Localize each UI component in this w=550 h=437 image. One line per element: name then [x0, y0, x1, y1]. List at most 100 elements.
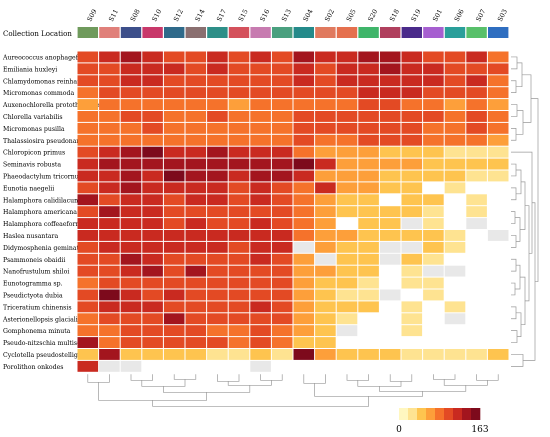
- heatmap-cell: [142, 218, 163, 229]
- column-label: S08: [129, 8, 142, 23]
- heatmap-cell: [293, 277, 315, 289]
- heatmap-cell: [487, 325, 509, 337]
- heatmap-cell: [358, 170, 379, 182]
- heatmap-cell: [142, 349, 163, 360]
- heatmap-cell: [120, 241, 142, 253]
- heatmap-cell: [142, 241, 163, 253]
- heatmap-cell: [99, 51, 120, 63]
- heatmap-cell: [99, 265, 120, 277]
- heatmap-cell: [444, 206, 466, 218]
- heatmap-cell: [423, 158, 444, 170]
- heatmap-cell: [444, 360, 466, 372]
- heatmap-cell: [250, 289, 271, 301]
- heatmap-cell: [228, 111, 250, 122]
- column-label: S01: [431, 8, 444, 23]
- row-label: Eunotia naegelii: [3, 185, 54, 192]
- heatmap-cell: [358, 289, 379, 301]
- heatmap-cell: [250, 230, 271, 241]
- heatmap-cell: [336, 146, 358, 158]
- heatmap-cell: [120, 87, 142, 99]
- heatmap-cell: [120, 253, 142, 265]
- heatmap-cell: [423, 265, 444, 277]
- heatmap-cell: [77, 170, 99, 182]
- dendrogram-branch: [531, 98, 539, 282]
- heatmap-cell: [271, 265, 293, 277]
- dendrogram-branch: [511, 128, 517, 141]
- heatmap-cell: [207, 289, 228, 301]
- heatmap-cell: [99, 111, 120, 122]
- heatmap-cell: [120, 122, 142, 134]
- heatmap-cell: [401, 360, 423, 372]
- heatmap-cell: [379, 182, 401, 194]
- heatmap-cell: [163, 360, 185, 372]
- heatmap-cell: [315, 111, 336, 122]
- heatmap-cell: [207, 122, 228, 134]
- heatmap-cell: [487, 134, 509, 146]
- heatmap-cell: [293, 206, 315, 218]
- heatmap-cell: [99, 134, 120, 146]
- heatmap-cell: [207, 277, 228, 289]
- heatmap-cell: [77, 134, 99, 146]
- collection-location-label: Collection Location: [3, 30, 72, 38]
- heatmap-cell: [185, 241, 207, 253]
- heatmap-cell: [293, 360, 315, 372]
- row-label: Chloropicon primus: [3, 150, 65, 157]
- heatmap-cell: [379, 158, 401, 170]
- heatmap-cell: [487, 241, 509, 253]
- heatmap-cell: [163, 122, 185, 134]
- heatmap-cell: [163, 325, 185, 337]
- heatmap-cell: [444, 349, 466, 360]
- heatmap-cell: [336, 241, 358, 253]
- heatmap-cell: [487, 158, 509, 170]
- column-label: S07: [474, 8, 487, 23]
- heatmap-cell: [228, 325, 250, 337]
- heatmap-cell: [185, 194, 207, 206]
- heatmap-cell: [466, 122, 487, 134]
- heatmap-cell: [99, 170, 120, 182]
- heatmap-cell: [250, 349, 271, 360]
- heatmap-cell: [207, 349, 228, 360]
- heatmap-cell: [293, 301, 315, 313]
- heatmap-cell: [444, 253, 466, 265]
- legend-swatch: [426, 408, 436, 420]
- heatmap-cell: [99, 99, 120, 110]
- heatmap-cell: [487, 337, 509, 348]
- heatmap-cell: [228, 241, 250, 253]
- heatmap-cell: [163, 170, 185, 182]
- row-label: Pseudo-nitzschia multiseries: [3, 340, 92, 347]
- heatmap-cell: [336, 265, 358, 277]
- heatmap-cell: [444, 325, 466, 337]
- row-label: Didymosphenia geminata: [3, 245, 83, 252]
- heatmap-cell: [466, 111, 487, 122]
- column-label: S17: [215, 8, 228, 23]
- heatmap-cell: [99, 313, 120, 325]
- heatmap-cell: [271, 182, 293, 194]
- heatmap-cell: [207, 63, 228, 75]
- row-label: Pseudictyota dubia: [3, 292, 63, 299]
- heatmap-cell: [99, 337, 120, 348]
- row-label: Micromonas commoda: [3, 90, 74, 97]
- heatmap-cell: [336, 349, 358, 360]
- heatmap-cell: [99, 218, 120, 229]
- dendrogram-branch: [173, 374, 197, 380]
- heatmap-cell: [444, 241, 466, 253]
- heatmap-cell: [142, 325, 163, 337]
- heatmap-cell: [466, 277, 487, 289]
- heatmap-cell: [487, 75, 509, 87]
- heatmap-cell: [207, 194, 228, 206]
- heatmap-cell: [271, 241, 293, 253]
- heatmap-cell: [423, 146, 444, 158]
- heatmap-cell: [271, 206, 293, 218]
- heatmap-cell: [401, 218, 423, 229]
- heatmap-cell: [487, 349, 509, 360]
- heatmap-cell: [207, 134, 228, 146]
- heatmap-cell: [185, 218, 207, 229]
- heatmap-cell: [401, 313, 423, 325]
- heatmap-cell: [379, 75, 401, 87]
- heatmap-cell: [379, 206, 401, 218]
- collection-location-swatch: [77, 27, 98, 38]
- column-label: S05: [345, 8, 358, 23]
- heatmap-cell: [185, 301, 207, 313]
- heatmap-cell: [99, 158, 120, 170]
- collection-location-swatch: [358, 27, 379, 38]
